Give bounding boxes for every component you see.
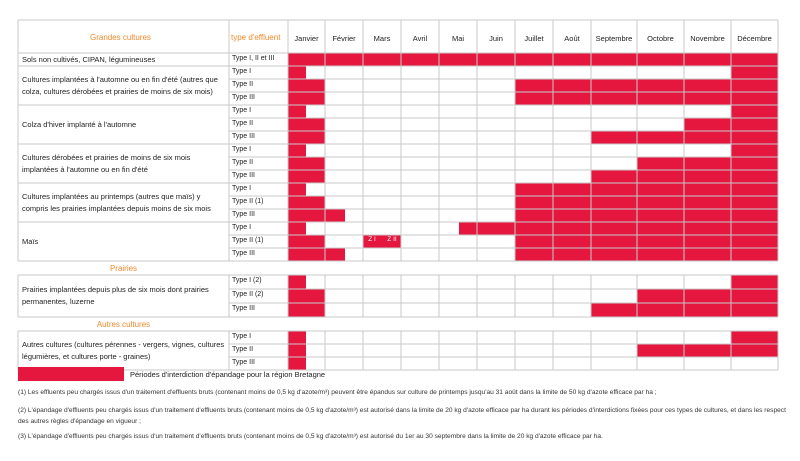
- effluent-type: Type II (1): [232, 198, 264, 205]
- effluent-type: Type III: [232, 359, 255, 366]
- footnote-2: (2) L'épandage d'effluents peu chargés i…: [18, 407, 786, 425]
- effluent-type: Type II (1): [232, 237, 264, 244]
- effluent-type: Type III: [232, 133, 255, 140]
- effluent-type: Type II: [232, 120, 254, 127]
- interdiction-cell: [288, 248, 345, 261]
- crop-category: Cultures implantées au printemps (autres…: [22, 191, 211, 213]
- interdiction-cell: [288, 157, 325, 170]
- interdiction-cell: [288, 357, 306, 370]
- interdiction-cell: [288, 331, 306, 344]
- month-header-12: Décembre: [737, 34, 772, 43]
- interdiction-cell: [288, 183, 306, 196]
- effluent-type: Type I: [232, 185, 252, 192]
- month-header-9: Septembre: [595, 34, 633, 43]
- effluent-type: Type III: [232, 211, 255, 218]
- effluent-type: Type I (2): [232, 277, 262, 284]
- month-header-10: Octobre: [647, 34, 674, 43]
- effluent-type: Type III: [232, 250, 255, 257]
- crop-category: Prairies implantées depuis plus de six m…: [22, 285, 209, 306]
- month-header-3: Mars: [373, 34, 391, 43]
- footnote-3-note: (3): [610, 160, 618, 167]
- footnote-1: (1) Les effluents peu chargés issus d'un…: [18, 389, 657, 396]
- interdiction-cell: [288, 144, 306, 157]
- month-header-11: Novembre: [690, 34, 725, 43]
- interdiction-cell: [515, 209, 778, 222]
- month-header-5: Mai: [451, 34, 465, 43]
- interdiction-cell: [731, 331, 778, 344]
- interdiction-cell: [288, 209, 345, 222]
- effluent-type: Type II: [232, 346, 254, 353]
- effluent-type: Type I: [232, 224, 252, 231]
- interdiction-cell: [288, 235, 325, 248]
- interdiction-cell: [288, 289, 325, 303]
- interdiction-cell: [288, 118, 325, 131]
- month-header-1: Janvier: [294, 34, 319, 43]
- effluent-type: Type II (2): [232, 291, 264, 298]
- interdiction-cell: [515, 183, 778, 196]
- effluent-type: Type II: [232, 159, 254, 166]
- type-column-title: type d'effluent: [231, 33, 281, 42]
- category-column-title: Grandes cultures: [90, 33, 151, 42]
- interdiction-cell: [363, 235, 401, 248]
- interdiction-cell: [515, 196, 778, 209]
- section-label: Autres cultures: [96, 320, 151, 329]
- interdiction-cell: [731, 66, 778, 79]
- interdiction-cell: [637, 157, 778, 170]
- effluent-type: Type I, II et III: [232, 55, 275, 62]
- interdiction-cell: [637, 289, 778, 303]
- effluent-type: Type III: [232, 305, 255, 312]
- section-label: Prairies: [109, 264, 138, 273]
- interdiction-cell: [515, 79, 778, 92]
- month-header-2: Février: [332, 34, 356, 43]
- interdiction-cell: [288, 170, 325, 183]
- month-header-6: Juin: [489, 34, 503, 43]
- interdiction-cell: [288, 105, 306, 118]
- crop-category: Cultures dérobées et prairies de moins d…: [22, 152, 191, 174]
- effluent-type: Type I: [232, 146, 252, 153]
- effluent-type: Type III: [232, 172, 255, 179]
- interdiction-cell: [515, 248, 778, 261]
- interdiction-cell: [637, 344, 778, 357]
- interdiction-cell: [288, 196, 325, 209]
- interdiction-cell: [288, 344, 306, 357]
- crop-category: Sols non cultivés, CIPAN, légumineuses: [22, 54, 156, 64]
- interdiction-cell: [459, 222, 778, 235]
- effluent-type: Type I: [232, 68, 252, 75]
- interdiction-cell: [288, 131, 325, 144]
- interdiction-cell: [731, 105, 778, 118]
- month-header-4: Avril: [412, 34, 428, 43]
- effluent-type: Type III: [232, 94, 255, 101]
- interdiction-cell: [731, 144, 778, 157]
- interdiction-cell: [288, 303, 325, 317]
- interdiction-cell: [288, 79, 325, 92]
- crop-category: Colza d'hiver implanté à l'automne: [22, 119, 137, 129]
- legend-swatch: [18, 367, 124, 381]
- legend-text: Périodes d'interdiction d'épandage pour …: [130, 370, 326, 379]
- interdiction-cell: [288, 66, 306, 79]
- zone-zi-note: Z I: [368, 236, 376, 243]
- interdiction-cell: [515, 235, 778, 248]
- footnote-3: (3) L'épandage d'effluents peu chargés i…: [18, 433, 603, 440]
- crop-category: Maïs: [22, 236, 39, 246]
- effluent-type: Type I: [232, 333, 252, 340]
- crop-category: Cultures implantées à l'automne ou en fi…: [22, 74, 218, 96]
- interdiction-cell: [515, 92, 778, 105]
- interdiction-cell: [731, 275, 778, 289]
- crop-category: Autres cultures (cultures pérennes - ver…: [22, 339, 225, 361]
- month-header-8: Août: [564, 34, 580, 43]
- interdiction-cell: [288, 92, 325, 105]
- interdiction-cell: [288, 222, 306, 235]
- effluent-type: Type I: [232, 107, 252, 114]
- effluent-type: Type II: [232, 81, 254, 88]
- month-header-7: Juillet: [524, 34, 544, 43]
- interdiction-cell: [288, 53, 778, 66]
- interdiction-cell: [288, 275, 306, 289]
- zone-zii-note: Z II: [387, 236, 397, 243]
